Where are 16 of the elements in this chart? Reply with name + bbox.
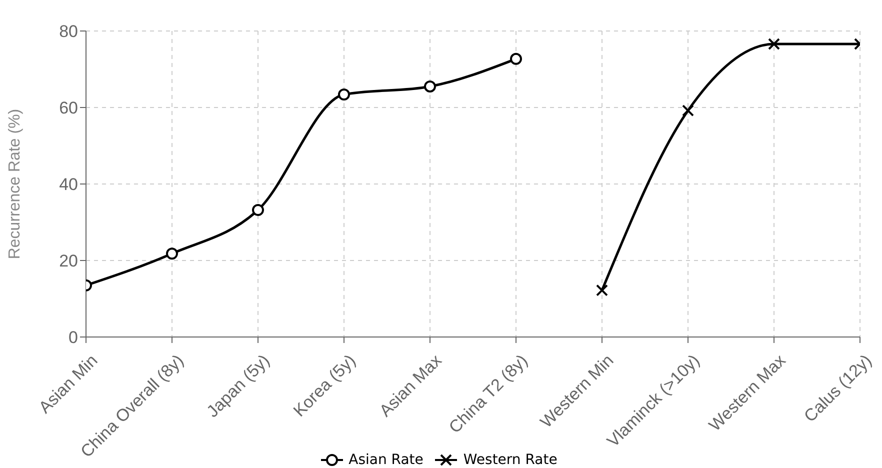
point	[596, 284, 608, 296]
point	[424, 80, 436, 92]
point	[252, 204, 264, 216]
point	[510, 52, 522, 65]
y-tick-label: 80	[59, 22, 78, 42]
point	[768, 38, 780, 50]
y-axis-title: Recurrence Rate (%)	[6, 108, 24, 260]
legend-label: Asian Rate	[348, 452, 424, 468]
y-tick-label: 60	[59, 98, 78, 118]
point	[338, 88, 350, 100]
y-tick-label: 20	[59, 252, 78, 271]
point	[166, 248, 178, 260]
y-tick-label: 0	[68, 328, 78, 348]
y-tick-label: 40	[59, 175, 78, 194]
legend-label: Western Rate	[463, 452, 558, 468]
point	[682, 104, 694, 117]
